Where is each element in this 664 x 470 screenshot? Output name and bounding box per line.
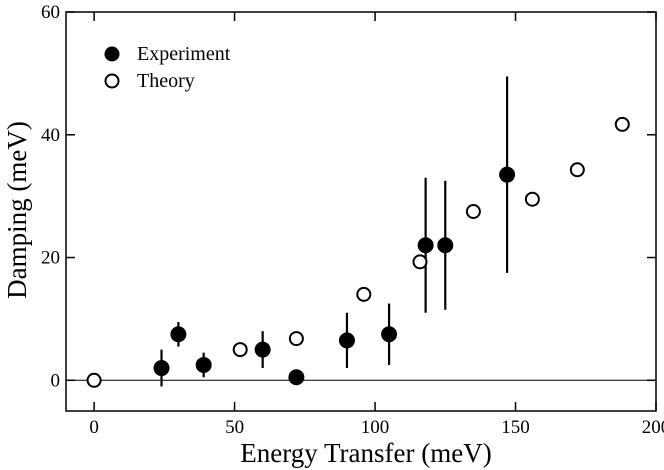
y-tick-label: 60 (41, 2, 60, 23)
y-axis-title: Damping (meV) (2, 121, 32, 299)
experiment-point (499, 166, 516, 183)
theory-point (524, 191, 540, 207)
x-tick-label: 150 (501, 417, 530, 438)
experiment-point (338, 332, 355, 349)
data-points-group (86, 116, 630, 388)
theory-point (356, 286, 372, 302)
plot-frame-group (65, 11, 657, 412)
theory-point (614, 116, 630, 132)
x-axis-title: Energy Transfer (meV) (240, 438, 491, 468)
x-tick-label: 0 (89, 417, 99, 438)
experiment-point (153, 360, 170, 377)
legend-marker-experiment (104, 46, 120, 62)
theory-point (569, 162, 585, 178)
y-tick-label: 20 (41, 248, 60, 269)
x-tick-label: 100 (361, 417, 390, 438)
plot-area-frame (65, 11, 657, 412)
x-tick-label: 50 (225, 417, 244, 438)
y-tick-label: 0 (51, 370, 61, 391)
theory-point (412, 254, 428, 270)
theory-point (86, 372, 102, 388)
legend: Experiment Theory (104, 43, 231, 92)
experiment-point (170, 326, 187, 343)
y-tick-label: 40 (41, 125, 60, 146)
theory-point (288, 331, 304, 347)
experiment-point (254, 341, 271, 358)
experiment-point (195, 356, 212, 373)
x-tick-label: 200 (642, 417, 664, 438)
theory-point (465, 204, 481, 219)
legend-label-experiment: Experiment (137, 43, 231, 65)
experiment-point (437, 237, 454, 254)
legend-label-theory: Theory (137, 70, 195, 92)
experiment-point (288, 369, 305, 386)
legend-marker-theory (104, 73, 120, 89)
errorbar-group (160, 76, 509, 387)
theory-point (232, 342, 248, 358)
experiment-point (381, 326, 398, 343)
axis-ticks-group: 0 50 100 150 200 0 20 40 60 (41, 2, 664, 438)
experiment-point (417, 237, 434, 254)
